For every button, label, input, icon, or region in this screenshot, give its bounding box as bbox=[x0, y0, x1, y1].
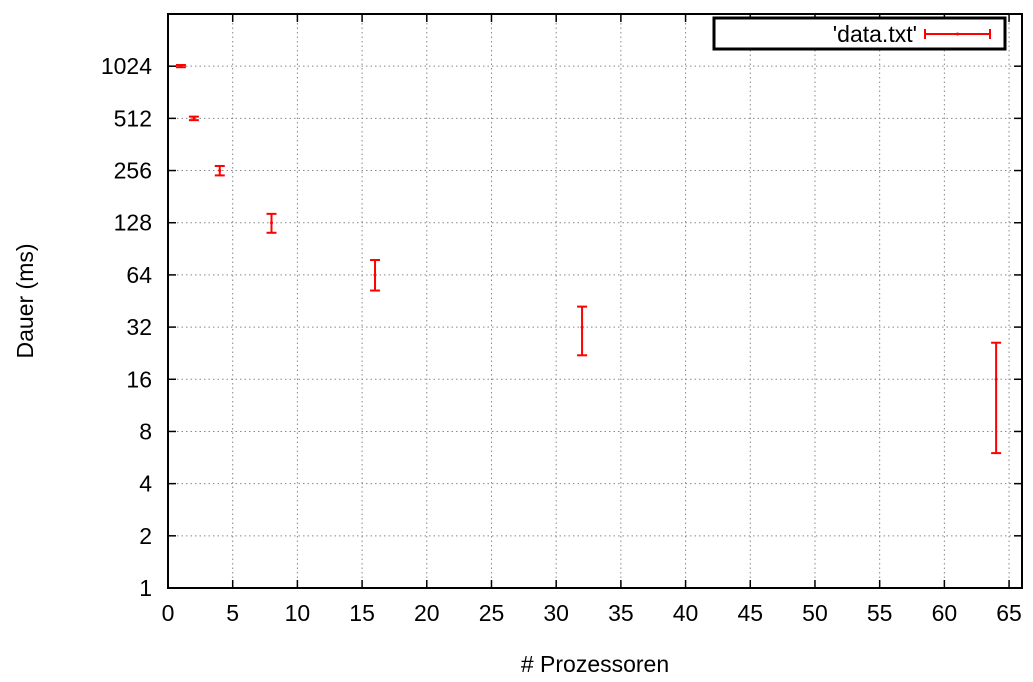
x-tick-label: 50 bbox=[802, 600, 828, 626]
data-point bbox=[270, 221, 274, 225]
x-tick-label: 45 bbox=[737, 600, 763, 626]
y-tick-label: 4 bbox=[139, 471, 152, 497]
plot-frame bbox=[167, 13, 1023, 589]
x-tick-label: 15 bbox=[349, 600, 375, 626]
x-tick-label: 5 bbox=[226, 600, 239, 626]
data-point-errorbar bbox=[188, 115, 199, 122]
x-axis-title: # Prozessoren bbox=[521, 651, 669, 677]
y-tick-label: 1024 bbox=[101, 53, 152, 79]
data-point bbox=[218, 169, 222, 173]
legend: 'data.txt' bbox=[712, 16, 1007, 51]
x-tick-label: 25 bbox=[479, 600, 505, 626]
y-tick-label: 16 bbox=[126, 366, 152, 392]
data-point-errorbar bbox=[175, 64, 186, 69]
x-axis: 0 5 10 15 20 25 30 35 40 45 50 55 60 65 bbox=[162, 14, 1022, 626]
x-tick-label: 55 bbox=[867, 600, 893, 626]
y-axis-title: Dauer (ms) bbox=[12, 243, 38, 358]
y-tick-label: 128 bbox=[114, 210, 152, 236]
y-axis: 1 2 4 8 16 32 64 128 256 512 1024 bbox=[101, 53, 1022, 601]
y-tick-label: 64 bbox=[126, 262, 152, 288]
plot-area bbox=[175, 64, 1002, 455]
x-tick-label: 60 bbox=[932, 600, 958, 626]
y-tick-label: 1 bbox=[139, 575, 152, 601]
data-point-errorbar bbox=[214, 164, 225, 177]
data-point-errorbar bbox=[266, 212, 277, 234]
data-point-errorbar bbox=[991, 341, 1002, 455]
data-point-errorbar bbox=[577, 305, 588, 357]
x-tick-label: 40 bbox=[673, 600, 699, 626]
data-point-errorbar bbox=[370, 259, 381, 292]
grid bbox=[168, 14, 1022, 588]
y-tick-label: 8 bbox=[139, 418, 152, 444]
x-tick-label: 0 bbox=[162, 600, 175, 626]
data-point bbox=[373, 273, 377, 277]
data-point bbox=[192, 116, 196, 120]
legend-point bbox=[956, 32, 959, 36]
data-point bbox=[580, 325, 584, 329]
legend-symbol bbox=[924, 29, 991, 39]
y-tick-label: 256 bbox=[114, 158, 152, 184]
legend-label: 'data.txt' bbox=[833, 21, 917, 47]
y-tick-label: 512 bbox=[114, 105, 152, 131]
x-tick-label: 10 bbox=[285, 600, 311, 626]
x-tick-label: 35 bbox=[608, 600, 634, 626]
x-tick-label: 30 bbox=[543, 600, 569, 626]
x-tick-label: 65 bbox=[996, 600, 1022, 626]
y-tick-label: 2 bbox=[139, 523, 152, 549]
y-tick-label: 32 bbox=[126, 314, 152, 340]
data-point bbox=[994, 377, 998, 381]
data-point bbox=[179, 64, 183, 68]
x-tick-label: 20 bbox=[414, 600, 440, 626]
